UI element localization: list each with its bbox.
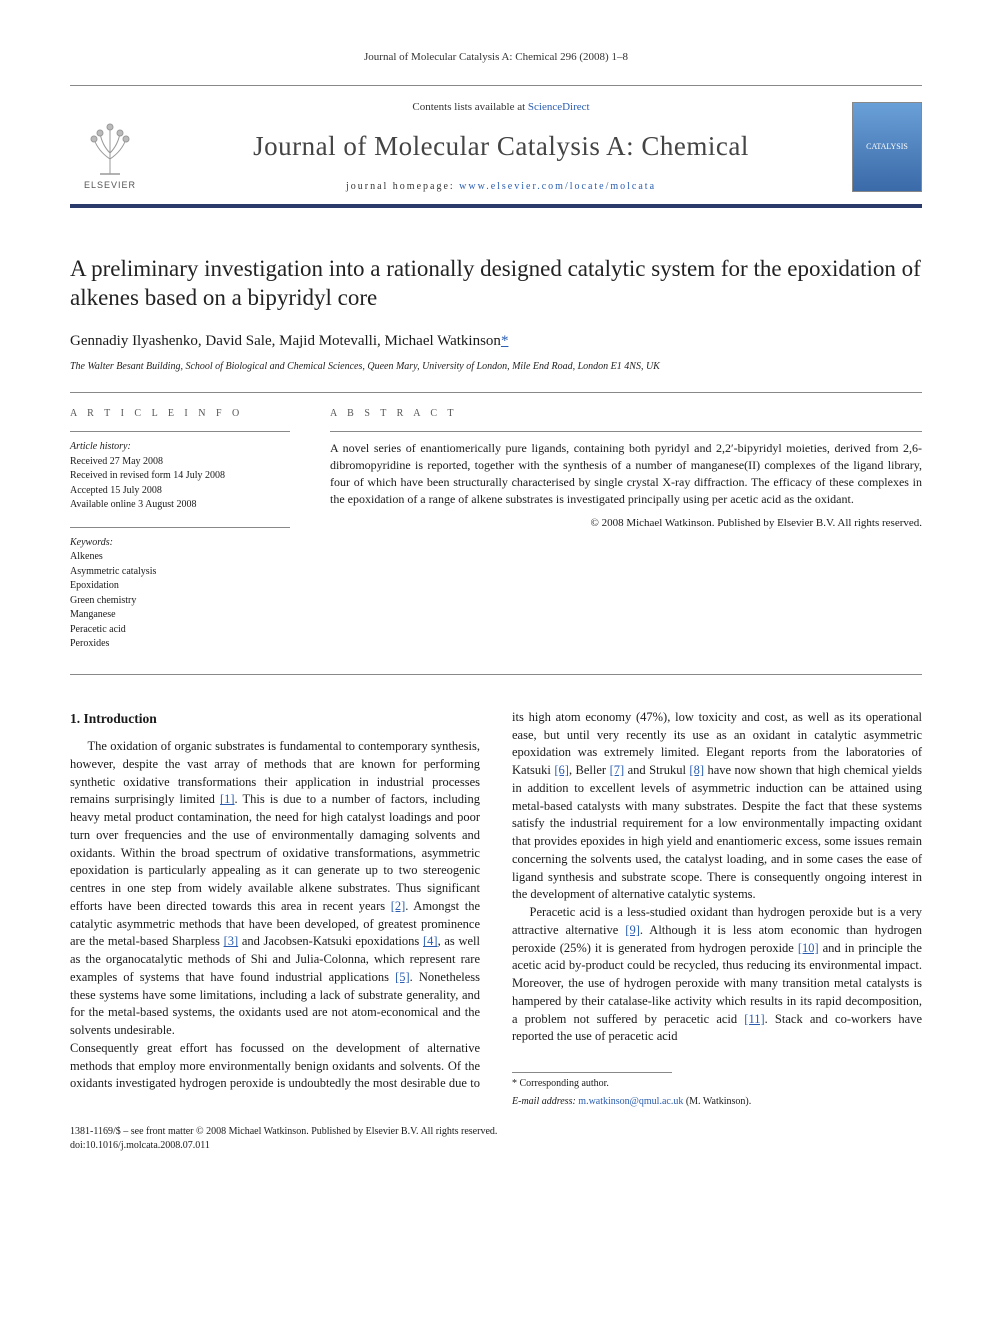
masthead-center: Contents lists available at ScienceDirec… [166,100,836,193]
abstract-label: A B S T R A C T [330,407,922,421]
divider [330,431,922,432]
history-line: Available online 3 August 2008 [70,498,290,513]
body-text: and Jacobsen-Katsuki epoxidations [238,934,423,948]
keyword: Peroxides [70,637,290,652]
keyword: Asymmetric catalysis [70,565,290,580]
article-history-head: Article history: [70,440,290,455]
elsevier-logo: ELSEVIER [70,102,150,192]
keyword: Alkenes [70,550,290,565]
body-paragraph: Peracetic acid is a less-studied oxidant… [512,904,922,1046]
history-line: Accepted 15 July 2008 [70,484,290,499]
abstract-text: A novel series of enantiomerically pure … [330,440,922,507]
citation-link[interactable]: [8] [689,763,704,777]
journal-homepage-link[interactable]: www.elsevier.com/locate/molcata [459,181,656,192]
author-list: Gennadiy Ilyashenko, David Sale, Majid M… [70,331,922,352]
article-title: A preliminary investigation into a ratio… [70,254,922,314]
body-text: have now shown that high chemical yields… [512,763,922,901]
divider [70,431,290,432]
citation-link[interactable]: [9] [625,923,640,937]
sciencedirect-link[interactable]: ScienceDirect [528,101,590,113]
email-label: E-mail address: [512,1096,578,1107]
journal-homepage-line: journal homepage: www.elsevier.com/locat… [166,180,836,194]
masthead: ELSEVIER Contents lists available at Sci… [70,85,922,207]
keyword: Green chemistry [70,594,290,609]
citation-link[interactable]: [11] [744,1012,764,1026]
contents-prefix: Contents lists available at [412,101,527,113]
keyword: Manganese [70,608,290,623]
citation-link[interactable]: [2] [391,899,406,913]
article-history-block: Article history: Received 27 May 2008 Re… [70,440,290,513]
footnote-separator [512,1072,672,1073]
section-title: Introduction [84,711,157,726]
elsevier-brand-label: ELSEVIER [84,179,136,192]
citation-link[interactable]: [1] [220,792,235,806]
contents-available-line: Contents lists available at ScienceDirec… [166,100,836,115]
elsevier-tree-icon [80,119,140,179]
info-abstract-row: A R T I C L E I N F O Article history: R… [70,393,922,675]
page-footer: 1381-1169/$ – see front matter © 2008 Mi… [70,1125,922,1153]
article-body: 1. Introduction The oxidation of organic… [70,709,922,1110]
history-line: Received 27 May 2008 [70,455,290,470]
footer-copyright-line: 1381-1169/$ – see front matter © 2008 Mi… [70,1125,922,1139]
journal-reference: Journal of Molecular Catalysis A: Chemic… [70,50,922,65]
body-text: , Beller [569,763,610,777]
homepage-prefix: journal homepage: [346,181,459,192]
body-text: . This is due to a number of factors, in… [70,792,480,913]
journal-cover-thumbnail: CATALYSIS [852,102,922,192]
article-info-label: A R T I C L E I N F O [70,407,290,421]
corresponding-author-footnote: * Corresponding author. [512,1077,922,1091]
keywords-head: Keywords: [70,536,290,551]
section-heading: 1. Introduction [70,709,480,728]
citation-link[interactable]: [3] [224,934,239,948]
keyword: Epoxidation [70,579,290,594]
affiliation: The Walter Besant Building, School of Bi… [70,360,922,374]
email-suffix: (M. Watkinson). [683,1096,751,1107]
section-number: 1. [70,711,80,726]
citation-link[interactable]: [10] [798,941,819,955]
authors-text: Gennadiy Ilyashenko, David Sale, Majid M… [70,333,501,349]
abstract-column: A B S T R A C T A novel series of enanti… [330,407,922,666]
article-info-column: A R T I C L E I N F O Article history: R… [70,407,290,666]
citation-link[interactable]: [4] [423,934,438,948]
cover-label: CATALYSIS [866,141,908,152]
abstract-copyright: © 2008 Michael Watkinson. Published by E… [330,516,922,531]
keywords-block: Keywords: Alkenes Asymmetric catalysis E… [70,536,290,652]
citation-link[interactable]: [6] [554,763,569,777]
journal-title: Journal of Molecular Catalysis A: Chemic… [166,128,836,166]
footer-doi-line: doi:10.1016/j.molcata.2008.07.011 [70,1139,922,1153]
email-footnote: E-mail address: m.watkinson@qmul.ac.uk (… [512,1095,922,1109]
body-text: and Strukul [624,763,689,777]
body-paragraph: The oxidation of organic substrates is f… [70,738,480,1040]
history-line: Received in revised form 14 July 2008 [70,469,290,484]
corresponding-author-marker[interactable]: * [501,333,509,349]
divider [70,527,290,528]
citation-link[interactable]: [7] [610,763,625,777]
author-email-link[interactable]: m.watkinson@qmul.ac.uk [578,1096,683,1107]
citation-link[interactable]: [5] [395,970,410,984]
keyword: Peracetic acid [70,623,290,638]
